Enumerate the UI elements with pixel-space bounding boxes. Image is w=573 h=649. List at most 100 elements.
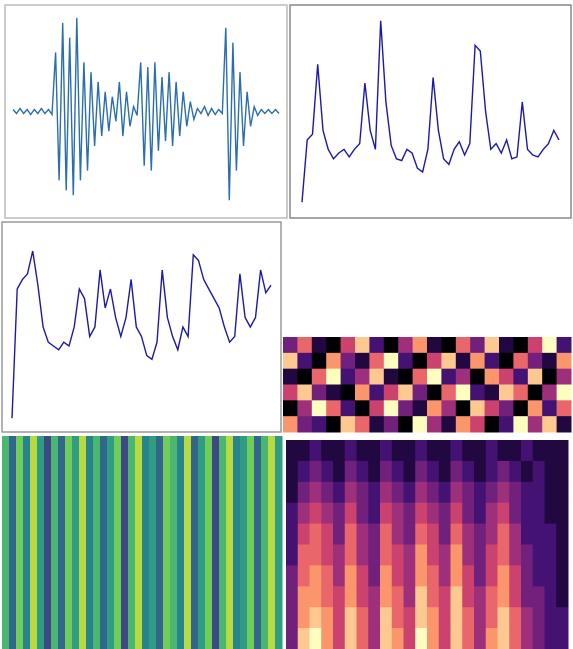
heatmap-cell — [441, 400, 457, 417]
heatmap-cell — [474, 481, 487, 504]
heatmap-cell — [333, 523, 346, 545]
heatmap-cell — [344, 502, 357, 525]
heatmap-cell — [509, 523, 522, 545]
heatmap-cell — [438, 586, 451, 608]
heatmap-cell — [344, 586, 357, 608]
heatmap-cell — [485, 440, 498, 462]
heatmap-cell — [403, 460, 416, 483]
heatmap-cell — [499, 416, 514, 433]
heatmap-cell — [450, 586, 463, 608]
heatmap-cell — [499, 384, 514, 401]
heatmap-cell — [340, 352, 356, 370]
heatmap-cell — [283, 400, 298, 417]
heatmap-cell — [415, 586, 428, 608]
heatmap-cell — [470, 337, 486, 354]
panel-frame — [1, 221, 282, 433]
heatmap-cell — [438, 565, 451, 587]
heatmap-cell — [542, 384, 558, 401]
heatmap-cell — [462, 628, 475, 649]
heatmap-cell — [355, 352, 370, 370]
heatmap-cell — [403, 523, 416, 545]
heatmap-cell — [470, 368, 486, 385]
heatmap-cell — [321, 502, 334, 525]
heatmap-cell — [427, 565, 440, 587]
heatmap-cell — [391, 440, 404, 462]
heatmap-cell — [497, 586, 510, 608]
heatmap-cell — [344, 460, 357, 483]
heatmap-cell — [309, 460, 322, 483]
heatmap-cell — [344, 565, 357, 587]
heatmap-cell — [321, 481, 334, 504]
heatmap-cell — [484, 384, 500, 401]
heatmap-cell — [412, 352, 428, 370]
heatmap-cell — [542, 352, 558, 370]
heatmap-cell — [403, 544, 416, 566]
heatmap-cell — [369, 400, 385, 417]
heatmap-cell — [286, 544, 299, 566]
heatmap-cell — [355, 384, 370, 401]
heatmap-cell — [532, 565, 545, 587]
heatmap-cell — [532, 586, 545, 608]
heatmap-cell — [309, 607, 322, 629]
heatmap-cell — [455, 400, 471, 417]
heatmap-cell — [128, 436, 136, 649]
heatmap-cell — [441, 352, 457, 370]
heatmap-cell — [415, 628, 428, 649]
heatmap-cell — [484, 337, 500, 354]
heatmap-cell — [484, 416, 500, 433]
heatmap-cell — [344, 628, 357, 649]
heatmap-cell — [556, 416, 572, 433]
heatmap-cell — [427, 586, 440, 608]
heatmap-cell — [58, 436, 66, 649]
heatmap-cell — [326, 384, 342, 401]
heatmap-cell — [542, 416, 558, 433]
heatmap-cell — [474, 502, 487, 525]
heatmap-cell — [309, 481, 322, 504]
heatmap-cell — [462, 502, 475, 525]
heatmap-cell — [450, 440, 463, 462]
heatmap-cell — [309, 565, 322, 587]
heatmap-cell — [297, 586, 310, 608]
heatmap-cell — [368, 628, 381, 649]
heatmap-cell — [544, 440, 557, 462]
heatmap-cell — [391, 565, 404, 587]
heatmap-cell — [527, 384, 543, 401]
heatmap-cell — [521, 586, 534, 608]
heatmap-cell — [275, 436, 283, 649]
heatmap-cell — [427, 544, 440, 566]
heatmap-cell — [297, 544, 310, 566]
heatmap-cell — [450, 523, 463, 545]
heatmap-cell — [462, 440, 475, 462]
heatmap-cell — [340, 337, 356, 354]
heatmap-cell — [474, 565, 487, 587]
heatmap-cell — [286, 440, 299, 462]
heatmap-cell — [441, 384, 457, 401]
heatmap-cell — [509, 628, 522, 649]
heatmap-cell — [286, 502, 299, 525]
heatmap-cell — [326, 352, 342, 370]
heatmap-cell — [470, 384, 486, 401]
heatmap-cell — [441, 416, 457, 433]
heatmap-cell — [297, 400, 313, 417]
heatmap-cell — [403, 481, 416, 504]
heatmap-cell — [427, 400, 442, 417]
heatmap-cell — [484, 352, 500, 370]
heatmap-cell — [268, 436, 276, 649]
heatmap-cell — [497, 481, 510, 504]
heatmap-cell — [37, 436, 45, 649]
heatmap-cell — [438, 440, 451, 462]
heatmap-cell — [403, 607, 416, 629]
heatmap-cell — [51, 436, 59, 649]
heatmap-cell — [556, 460, 569, 483]
heatmap-cell — [462, 460, 475, 483]
heatmap-cell — [485, 544, 498, 566]
heatmap-cell — [286, 523, 299, 545]
heatmap-cell — [254, 436, 262, 649]
heatmap-cell — [513, 384, 529, 401]
heatmap-cell — [427, 368, 442, 385]
heatmap-cell — [450, 544, 463, 566]
heatmap-cell — [391, 460, 404, 483]
heatmap-cell — [398, 352, 414, 370]
heatmap-cell — [333, 502, 346, 525]
heatmap-cell — [499, 352, 514, 370]
